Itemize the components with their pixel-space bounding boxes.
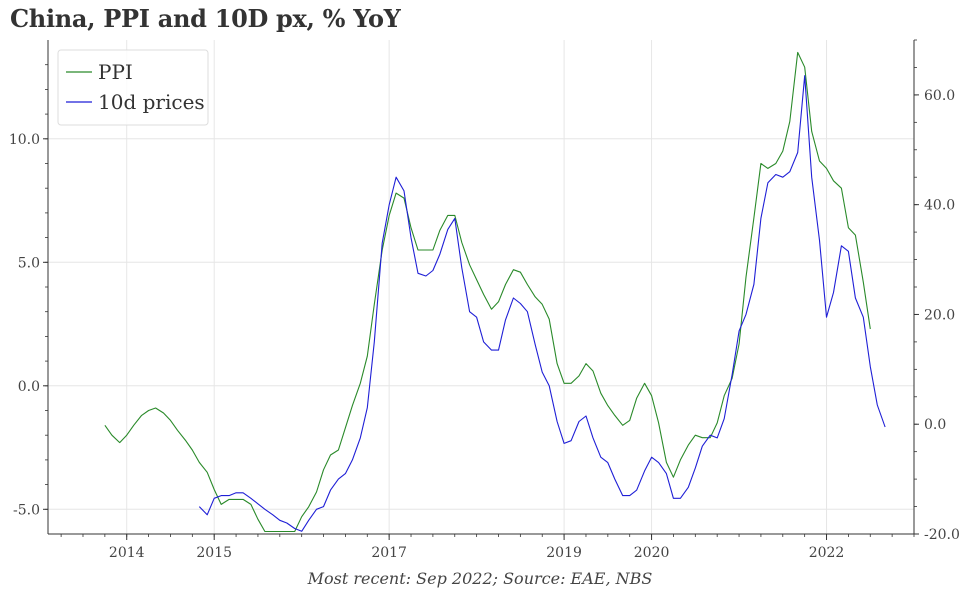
series-line-ppi xyxy=(104,51,871,533)
y-right-tick-label: 0.0 xyxy=(924,417,946,433)
x-tick-label: 2017 xyxy=(371,545,407,561)
y-right-tick-label: 40.0 xyxy=(924,198,955,214)
x-tick-label: 2014 xyxy=(109,545,145,561)
y-right-tick-label: 60.0 xyxy=(924,88,955,104)
series-line-10d-prices xyxy=(198,75,886,532)
y-left-tick-label: 10.0 xyxy=(9,132,40,148)
legend-label: 10d prices xyxy=(98,90,205,114)
x-axis-ticks: 2014 2015 2017 2019 2020 2022 xyxy=(60,534,915,561)
x-tick-label: 2019 xyxy=(546,545,582,561)
y-right-tick-label: 20.0 xyxy=(924,307,955,323)
chart-title: China, PPI and 10D px, % YoY xyxy=(10,4,401,33)
y-left-tick-label: 0.0 xyxy=(18,379,40,395)
legend-label: PPI xyxy=(98,60,133,84)
y-left-tick-label: -5.0 xyxy=(13,502,40,518)
legend: PPI 10d prices xyxy=(57,49,209,126)
x-tick-label: 2022 xyxy=(809,545,845,561)
y-right-tick-label: -20.0 xyxy=(924,527,960,543)
y-axis-right-ticks: -20.0 0.0 20.0 40.0 60.0 xyxy=(914,39,960,543)
series-lines xyxy=(104,51,886,533)
x-tick-label: 2015 xyxy=(196,545,232,561)
y-left-tick-label: 5.0 xyxy=(18,255,40,271)
y-axis-left-ticks: -5.0 0.0 5.0 10.0 xyxy=(9,64,48,518)
gridlines xyxy=(48,40,914,534)
legend-box xyxy=(57,49,209,126)
footnote: Most recent: Sep 2022; Source: EAE, NBS xyxy=(307,569,653,588)
x-tick-label: 2020 xyxy=(634,545,670,561)
